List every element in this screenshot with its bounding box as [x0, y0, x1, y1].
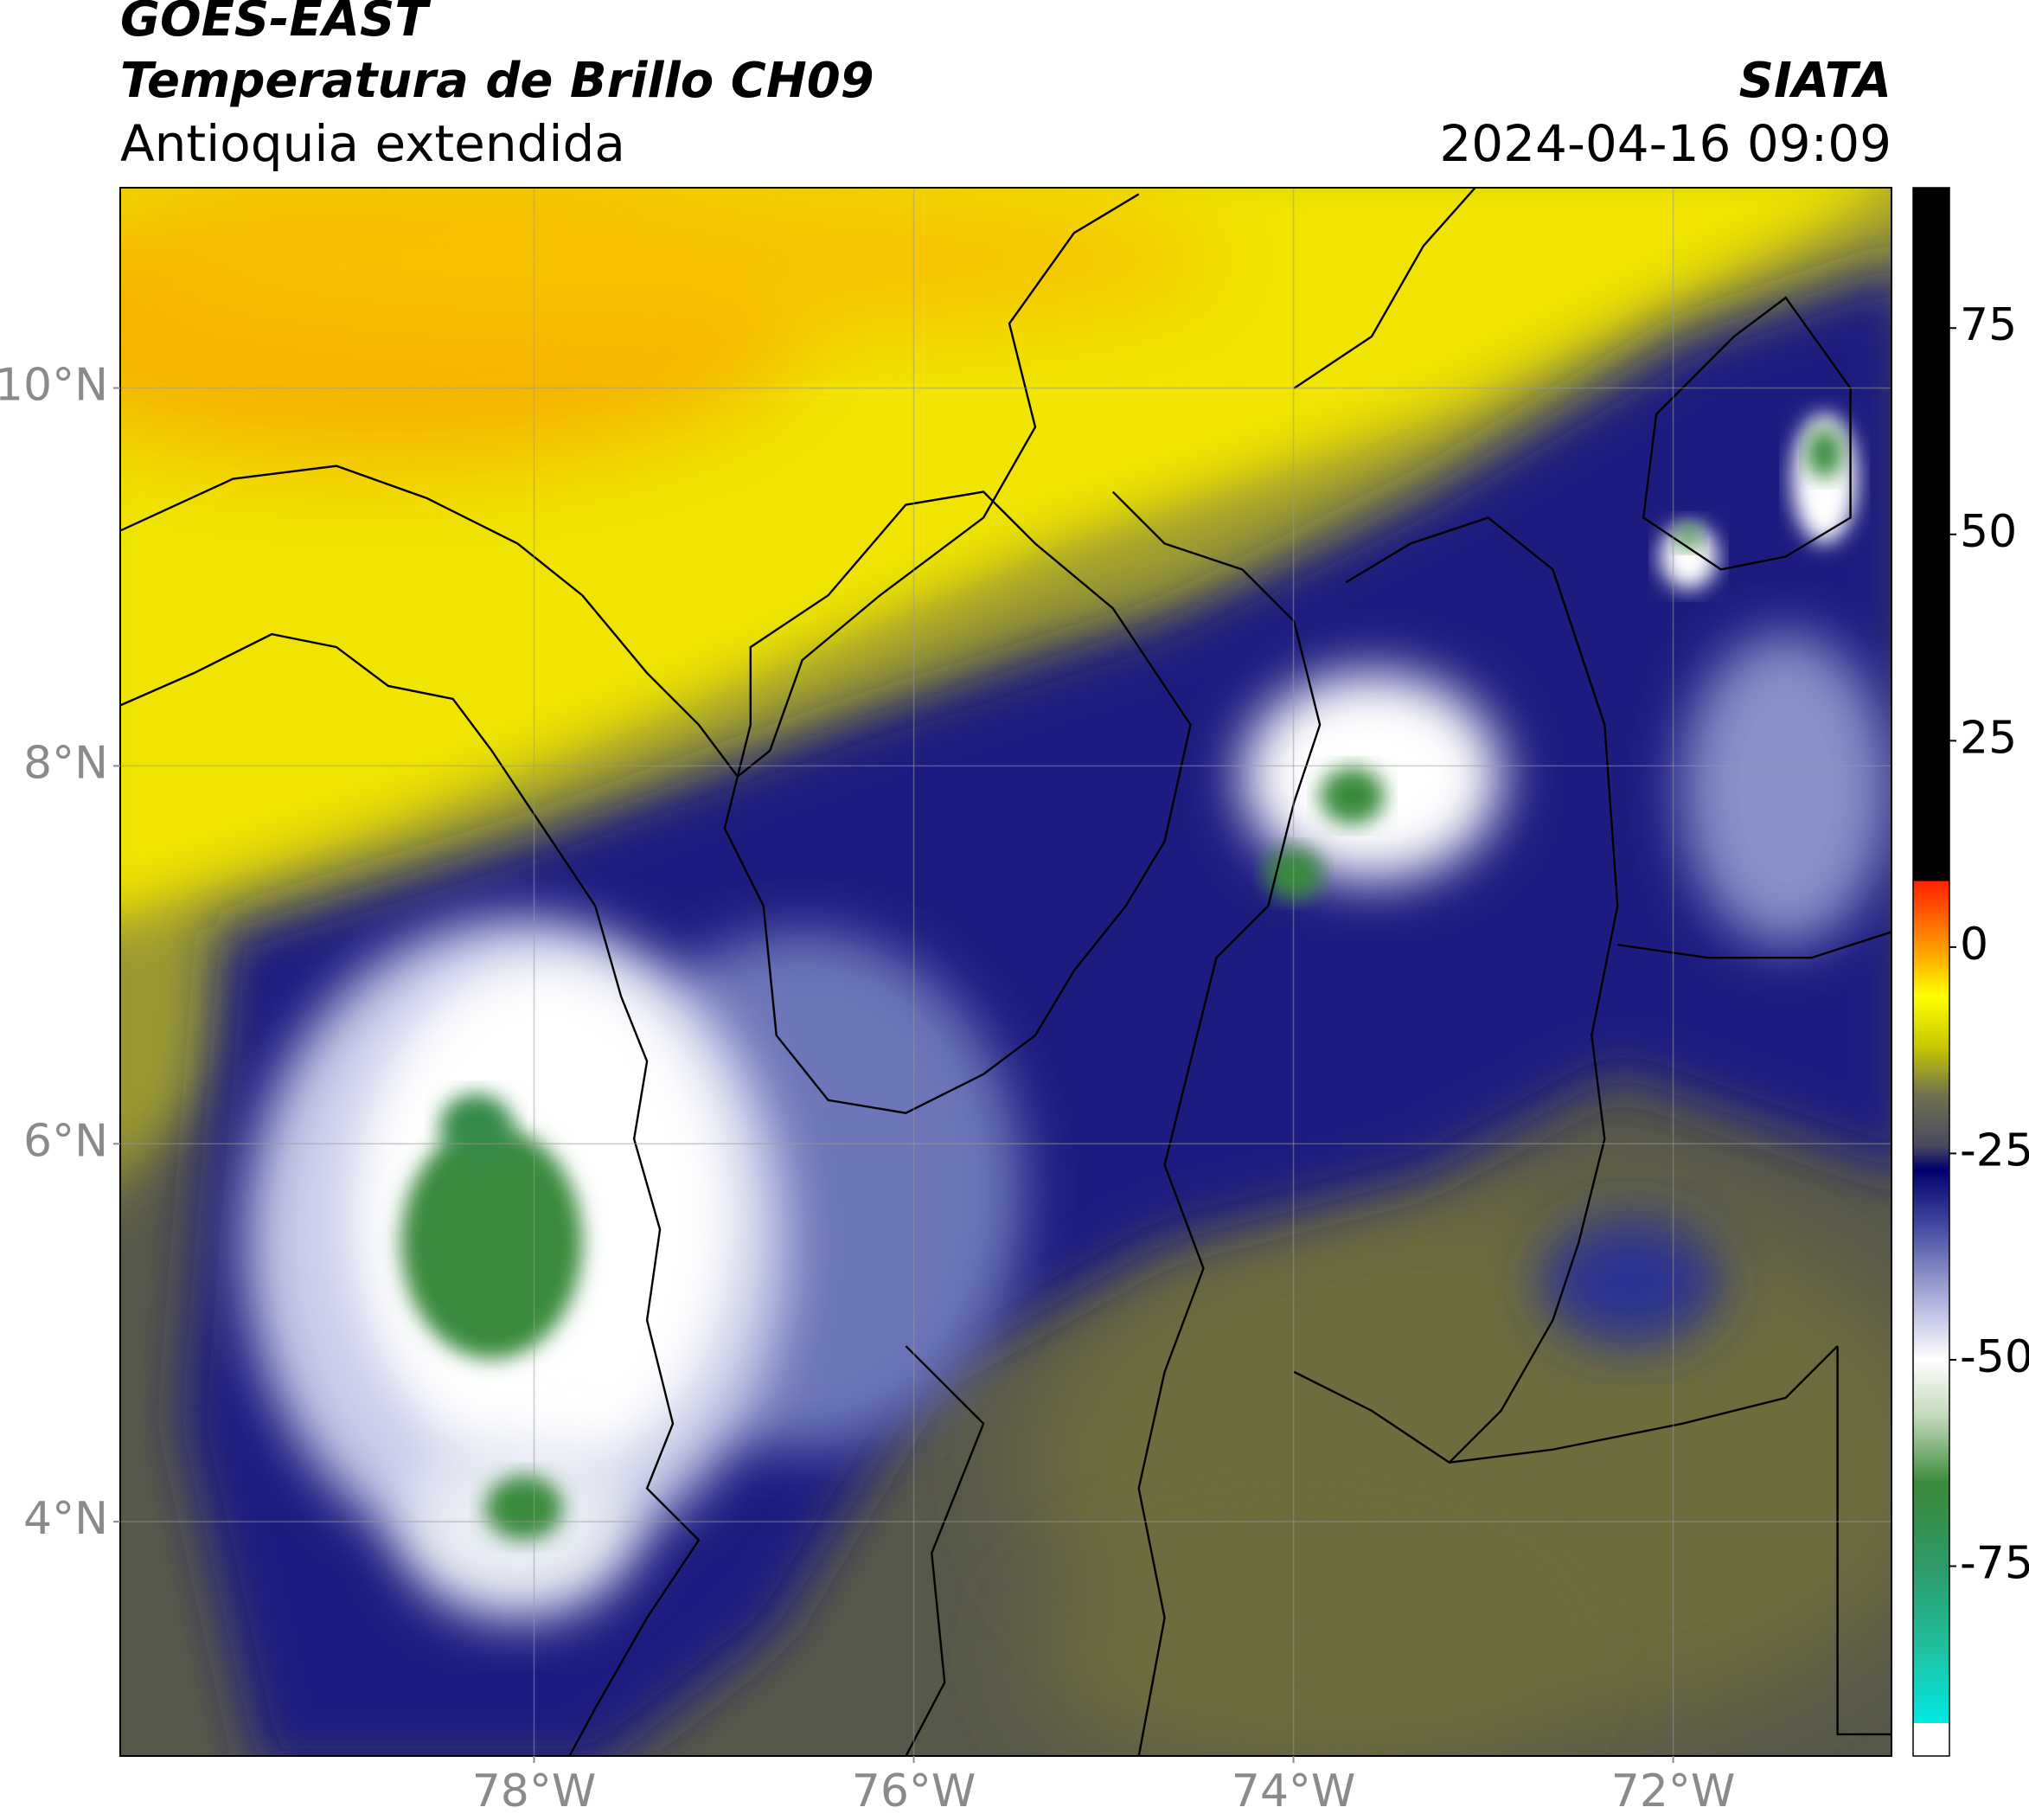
satellite-image — [120, 187, 1892, 1757]
subtitle: Temperatura de Brillo CH09 — [120, 53, 874, 109]
grid — [120, 188, 1891, 1756]
x-tick-label: 78°W — [472, 1766, 597, 1817]
x-tick-label: 76°W — [852, 1766, 976, 1817]
plot-frame — [119, 187, 1892, 1757]
region: Antioquia extendida — [120, 114, 625, 173]
y-tick-label: 8°N — [23, 737, 108, 789]
datetime: 2024-04-16 09:09 — [1439, 114, 1891, 173]
y-tick-label: 4°N — [23, 1493, 108, 1545]
title: GOES-EAST — [120, 0, 431, 48]
y-tick-label: 6°N — [23, 1115, 108, 1167]
colorbar: -75 -50 -25 0 25 50 75 — [1912, 187, 2029, 1757]
colorbar-tick-label: 75 — [1960, 299, 2017, 351]
colorbar-tick-label: -50 — [1960, 1331, 2029, 1383]
source: SIATA — [1739, 53, 1891, 109]
colorbar-tick-label: 50 — [1960, 506, 2017, 558]
colorbar-tick-label: 0 — [1960, 919, 1988, 971]
axes: 78°W 76°W 74°W 72°W 4°N 6°N 8°N 10°N — [0, 360, 1735, 1817]
colorbar-tick-label: -75 — [1960, 1538, 2029, 1590]
x-tick-label: 72°W — [1611, 1766, 1736, 1817]
colorbar-scale — [1912, 187, 1950, 1757]
x-tick-label: 74°W — [1232, 1766, 1356, 1817]
y-tick-label: 10°N — [0, 360, 108, 412]
colorbar-tick-label: 25 — [1960, 712, 2017, 764]
colorbar-tick-label: -25 — [1960, 1125, 2029, 1176]
